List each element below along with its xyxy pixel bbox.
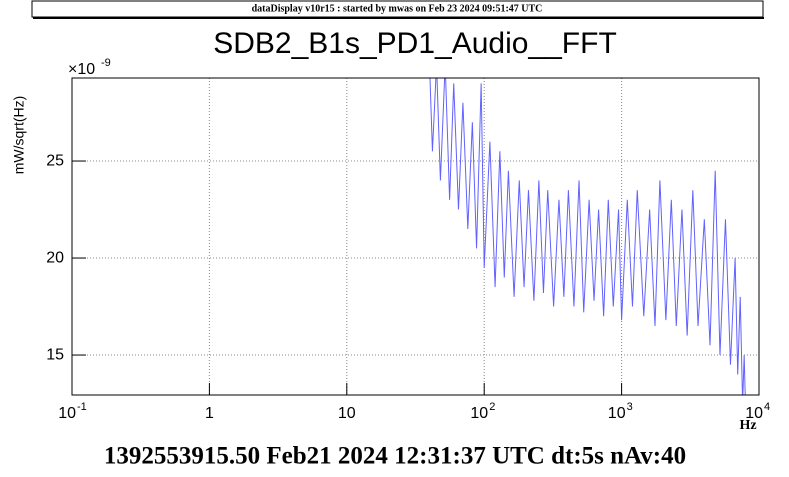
x-tick-exponent: 3 [627, 401, 633, 413]
x-tick-exponent: -1 [77, 401, 87, 413]
y-multiplier-exponent: -9 [101, 57, 111, 69]
x-tick-label: 10 [608, 405, 626, 422]
x-tick-label: 10 [58, 405, 76, 422]
y-tick-label: 20 [46, 249, 64, 266]
x-tick-label: 1 [205, 405, 214, 422]
x-tick-exponent: 2 [489, 401, 495, 413]
y-multiplier: ×10 [68, 61, 95, 78]
y-axis-label: mW/sqrt(Hz) [11, 96, 27, 175]
plot-area [429, 78, 746, 395]
plot-frame [71, 77, 760, 396]
grid [71, 78, 760, 395]
series-line [429, 78, 746, 395]
y-tick-label: 25 [46, 152, 64, 169]
x-tick-exponent: 4 [764, 401, 770, 413]
footer: 1392553915.50 Feb21 2024 12:31:37 UTC dt… [104, 443, 686, 470]
chart-title: SDB2_B1s_PD1_Audio__FFT [213, 27, 617, 60]
y-tick-label: 15 [46, 346, 64, 363]
x-tick-label: 10 [745, 405, 763, 422]
header: dataDisplay v10r15 : started by mwas on … [252, 3, 543, 14]
x-axis-label: Hz [739, 418, 756, 433]
x-tick-label: 10 [470, 405, 488, 422]
x-tick-label: 10 [338, 405, 356, 422]
